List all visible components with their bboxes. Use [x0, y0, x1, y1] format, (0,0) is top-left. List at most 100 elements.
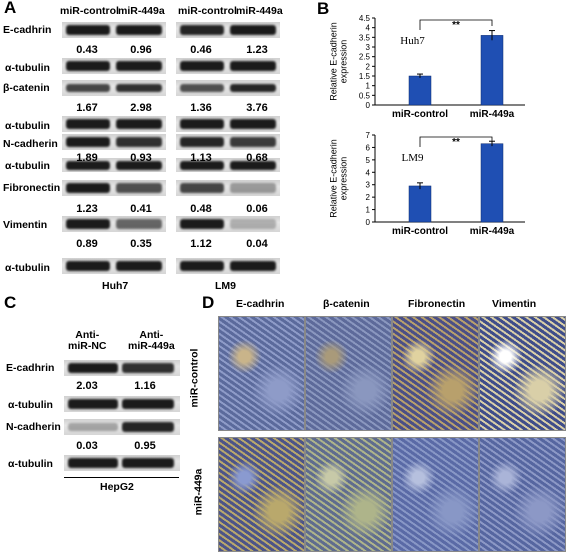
panel-c-letter: C — [4, 293, 17, 312]
chart-tick-label: 3 — [366, 181, 371, 190]
blot-band — [180, 261, 224, 271]
blot-band — [230, 84, 276, 92]
blot-strip — [176, 22, 280, 38]
panel-c-row-label-tubulin-1: α-tubulin — [8, 399, 53, 411]
blot-band — [122, 399, 174, 409]
blot-band — [66, 161, 110, 170]
panel-b-charts: Relative E-cadherinexpression00.511.522.… — [329, 14, 525, 237]
ihc-image — [218, 316, 305, 431]
panel-c-row-label-tubulin-2: α-tubulin — [8, 458, 53, 470]
chart-tick-label: 1 — [366, 82, 371, 91]
panel-c-header-2: Anti- miR-449a — [128, 329, 175, 352]
blot-band — [116, 183, 162, 193]
blot-band — [116, 261, 162, 271]
chart-category-label: miR-449a — [470, 109, 515, 120]
chart-tick-label: 6 — [366, 143, 371, 152]
blot-band — [230, 183, 276, 193]
panel-a-value: 1.67 — [76, 102, 98, 114]
blot-band — [66, 219, 110, 229]
blot-band — [68, 399, 118, 409]
chart-tick-label: 4.5 — [359, 14, 371, 23]
panel-a-value: 0.68 — [246, 152, 268, 164]
panel-a-value: 0.96 — [130, 44, 152, 56]
panel-a-value: 0.04 — [246, 238, 268, 250]
blot-band — [180, 161, 224, 170]
panel-d-col-beta-catenin: β-catenin — [323, 298, 370, 310]
blot-band — [230, 219, 276, 229]
panel-a-value: 0.89 — [76, 238, 98, 250]
chart-ylabel: Relative E-cadherinexpression — [329, 22, 349, 101]
blot-band — [122, 458, 174, 468]
blot-strip — [176, 80, 280, 96]
chart-lm9: Relative E-cadherinexpression 0 1 2 3 4 5 6 7 miR… — [329, 131, 525, 237]
blot-band — [66, 61, 110, 71]
blot-band — [66, 25, 110, 35]
blot-strip — [64, 396, 180, 412]
panel-c-value: 2.03 — [76, 380, 98, 392]
panel-d-row-control: miR-control — [188, 348, 201, 408]
blot-band — [180, 183, 224, 193]
chart-tick-label: 2 — [366, 193, 371, 202]
panel-d-row-449a: miR-449a — [192, 468, 205, 516]
panel-a-value: 0.06 — [246, 203, 268, 215]
blot-band — [230, 261, 276, 271]
panel-a-value: 1.36 — [190, 102, 212, 114]
ihc-image — [479, 437, 566, 552]
panel-d-col-vimentin: Vimentin — [492, 298, 537, 310]
panel-a-cell-line-huh7: Huh7 — [102, 280, 129, 292]
chart-tick-label: 1.5 — [359, 72, 371, 81]
chart-tick-label: 4 — [366, 168, 371, 177]
chart-ylabel: Relative E-cadherinexpression — [329, 139, 349, 218]
panel-a-row-label-tubulin-4: α-tubulin — [5, 262, 50, 274]
blot-band — [230, 61, 276, 71]
chart-annotation: Huh7 — [400, 35, 425, 47]
blot-strip — [176, 58, 280, 74]
blot-strip — [176, 258, 280, 274]
panel-a-header-1: miR-control — [60, 5, 119, 17]
chart-bar — [408, 185, 432, 223]
blot-strip — [62, 216, 166, 232]
blot-strip — [62, 116, 166, 132]
ihc-image — [479, 316, 566, 431]
chart-bar — [408, 75, 432, 106]
chart-huh7: Relative E-cadherinexpression 00.511.522.… — [329, 14, 525, 120]
chart-significance: ** — [452, 137, 460, 148]
blot-band — [116, 119, 162, 129]
blot-strip — [176, 216, 280, 232]
blot-band — [180, 25, 224, 35]
blot-band — [230, 119, 276, 129]
ihc-image — [305, 316, 392, 431]
blot-strip — [176, 180, 280, 196]
chart-tick-label: 3.5 — [359, 33, 371, 42]
panel-c-row-label-n-cadherin: N-cadherin — [6, 421, 61, 433]
blot-band — [66, 261, 110, 271]
blot-strip — [62, 158, 166, 172]
chart-tick-label: 5 — [366, 156, 371, 165]
panel-a-value: 0.93 — [130, 152, 152, 164]
blot-band — [116, 219, 162, 229]
panel-c-value: 1.16 — [134, 380, 156, 392]
blot-band — [180, 61, 224, 71]
blot-band — [116, 84, 162, 92]
chart-tick-label: 7 — [366, 131, 371, 140]
panel-a-row-label-e-cadherin: E-cadhrin — [3, 24, 52, 36]
panel-a-header-3: miR-control — [178, 5, 237, 17]
panel-d-col-fibronectin: Fibronectin — [408, 298, 466, 310]
panel-a-value: 2.98 — [130, 102, 152, 114]
panel-a-value: 0.43 — [76, 44, 98, 56]
panel-a-value: 1.89 — [76, 152, 98, 164]
chart-tick-label: 2 — [366, 62, 371, 71]
panel-c-value: 0.95 — [134, 440, 156, 452]
panel-c-divider — [64, 477, 179, 478]
panel-a-row-label-tubulin-3: α-tubulin — [5, 160, 50, 172]
blot-band — [68, 458, 118, 468]
blot-band — [68, 363, 118, 373]
chart-significance-bracket — [419, 136, 493, 147]
panel-a-value: 3.76 — [246, 102, 268, 114]
ihc-image — [392, 316, 479, 431]
chart-tick-label: 0.5 — [359, 91, 371, 100]
blot-band — [66, 137, 110, 147]
chart-category-label: miR-control — [392, 226, 448, 237]
blot-band — [180, 84, 224, 92]
blot-strip — [64, 455, 180, 471]
